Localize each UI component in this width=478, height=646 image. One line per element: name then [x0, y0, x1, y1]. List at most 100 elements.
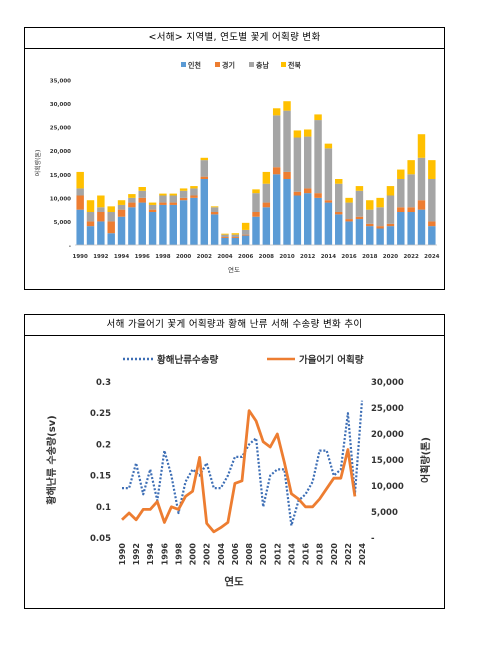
- bar-segment: [386, 195, 395, 224]
- bar-segment: [231, 237, 240, 245]
- bar-segment: [200, 157, 209, 161]
- legend-label: 황해난류수송량: [157, 354, 218, 366]
- bar-segment: [117, 216, 126, 245]
- bar-segment: [107, 212, 115, 222]
- x-tick-label: 2006: [231, 543, 240, 566]
- bar-segment: [355, 216, 364, 220]
- bar-segment: [107, 206, 115, 212]
- bar-segment: [190, 197, 198, 245]
- bar-segment: [117, 200, 126, 205]
- bar-segment: [376, 226, 384, 229]
- right-tick-label: 25,000: [371, 404, 404, 414]
- dual-axis-line-chart: 황해난류수송량 가을어기 어획량 0.05 0.1 0.15 0.2 0.25 0.3 - 5,0…: [45, 354, 432, 588]
- bar-segment: [200, 160, 209, 177]
- x-tick-label: 2002: [197, 254, 212, 260]
- y-tick-label: 35,000: [50, 79, 71, 85]
- bar-segment: [345, 202, 353, 220]
- bar-segment: [128, 202, 136, 208]
- bar-segment: [272, 174, 281, 245]
- left-tick-label: 0.2: [96, 440, 111, 450]
- x-tick-label: 1996: [135, 254, 150, 260]
- bar-segment: [138, 197, 146, 203]
- bar-segment: [231, 233, 240, 235]
- left-tick-label: 0.1: [96, 503, 111, 513]
- x-tick-label: 2022: [344, 543, 353, 565]
- x-tick-label: 2012: [300, 254, 315, 260]
- bar-segment: [241, 229, 250, 235]
- bar-segment: [179, 188, 188, 191]
- right-tick-label: -: [371, 534, 375, 544]
- x-tick-label: 2008: [259, 254, 274, 260]
- bar-segment: [117, 204, 126, 210]
- right-tick-label: 10,000: [371, 482, 404, 492]
- bar-segment: [428, 160, 436, 179]
- bar-segment: [86, 226, 95, 245]
- bar-segment: [169, 202, 177, 205]
- bar-segment: [179, 200, 188, 245]
- legend-label: 경기: [222, 61, 235, 70]
- bar-segment: [345, 197, 353, 203]
- bar-segment: [397, 212, 405, 245]
- stacked-bar-chart: 인천 경기 충남 전북 - 5,000 10,000 15,000 20,000 25,000 30…: [34, 61, 440, 275]
- bar-segment: [221, 237, 229, 245]
- bar-segment: [210, 207, 219, 212]
- bar-segment: [293, 191, 302, 196]
- bar-segment: [397, 207, 405, 212]
- bar-segment: [355, 186, 364, 191]
- x-tick-label: 1994: [114, 254, 129, 260]
- bar-segment: [283, 179, 291, 245]
- bar-segment: [366, 226, 374, 245]
- left-tick-label: 0.3: [96, 378, 111, 388]
- right-tick-label: 30,000: [371, 378, 404, 388]
- bar-segment: [293, 130, 302, 138]
- x-axis-label: 연도: [228, 266, 240, 274]
- bar-segment: [417, 200, 426, 210]
- x-tick-label: 1998: [155, 254, 170, 260]
- bar-segment: [324, 202, 333, 245]
- bar-segment: [272, 115, 281, 168]
- legend-swatch: [215, 62, 220, 67]
- bar-segment: [417, 209, 426, 245]
- bar-segment: [355, 219, 364, 245]
- bar-segment: [200, 179, 209, 245]
- legend-label: 가을어기 어획량: [299, 354, 364, 366]
- x-tick-label: 2000: [176, 254, 191, 260]
- bar-segment: [314, 197, 322, 245]
- bar-segment: [376, 228, 384, 245]
- bar-segment: [314, 193, 322, 198]
- bar-segment: [335, 214, 343, 245]
- bar-segment: [97, 195, 105, 208]
- bar-segment: [272, 167, 281, 175]
- bar-segment: [407, 207, 415, 212]
- bar-segment: [200, 176, 209, 179]
- series-line: [122, 400, 364, 527]
- bar-segment: [221, 233, 229, 235]
- x-tick-label: 2010: [279, 254, 294, 260]
- bar-segment: [428, 226, 436, 245]
- bar-segment: [117, 209, 126, 217]
- x-tick-label: 2024: [424, 254, 439, 260]
- bar-segment: [303, 136, 312, 189]
- bar-segment: [366, 223, 374, 227]
- bar-segment: [407, 174, 415, 208]
- x-tick-label: 2004: [217, 254, 232, 260]
- bar-segment: [241, 234, 250, 236]
- chart-panel-current-vs-catch: 서해 가을어기 꽃게 어획량과 황해 난류 서해 수송량 변화 추이 황해난류수…: [24, 314, 445, 609]
- bar-segment: [241, 222, 250, 230]
- bar-segment: [428, 221, 436, 227]
- bar-segment: [76, 195, 84, 210]
- bar-segment: [148, 212, 157, 245]
- x-tick-label: 2014: [287, 543, 296, 566]
- bar-segment: [386, 223, 395, 227]
- bar-segment: [272, 108, 281, 116]
- bar-segment: [138, 202, 146, 245]
- legend-swatch: [181, 62, 186, 67]
- x-tick-label: 2024: [358, 543, 367, 566]
- bar-segment: [159, 204, 167, 245]
- bar-segment: [86, 221, 95, 227]
- bar-segment: [386, 186, 395, 196]
- left-tick-label: 0.25: [90, 409, 111, 419]
- x-tick-label: 2004: [217, 543, 226, 566]
- bar-segment: [97, 221, 105, 245]
- bar-segment: [97, 207, 105, 212]
